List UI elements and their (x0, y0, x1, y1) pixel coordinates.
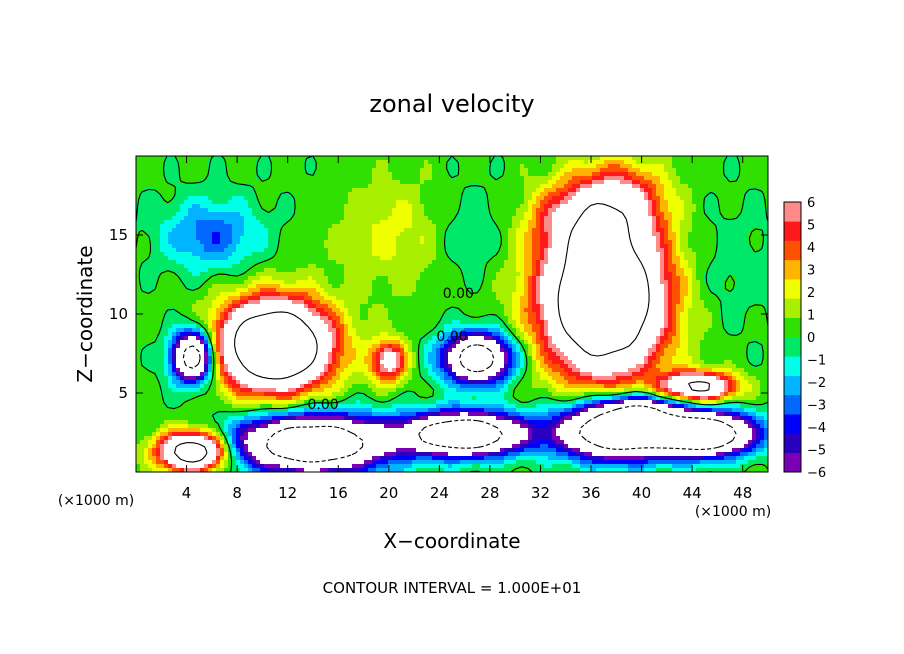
colorbar-swatch (784, 202, 801, 222)
contour-label: 0.00 (436, 329, 467, 345)
colorbar-tick-label: 6 (807, 196, 815, 211)
y-unit-label: (×1000 m) (58, 493, 134, 509)
contour-labels: 0.00 0.00 0.00 (307, 286, 473, 413)
contour-label: 0.00 (443, 286, 474, 302)
colorbar-swatch (784, 259, 801, 280)
colorbar-tick-label: 4 (807, 241, 815, 256)
y-tick-label: 15 (109, 226, 128, 244)
colorbar-swatch (784, 356, 801, 376)
contour-line (182, 344, 737, 463)
heatmap-field (136, 156, 768, 472)
colorbar-tick-label: 3 (807, 264, 815, 279)
contour-line (173, 202, 710, 463)
x-tick-label: 36 (581, 484, 600, 502)
y-axis-ticks: 5 10 15 (109, 226, 768, 402)
chart-title: zonal velocity (369, 90, 534, 118)
colorbar-tick-label: −4 (807, 421, 826, 436)
colorbar-swatch (784, 414, 801, 434)
colorbar-tick-label: −2 (807, 376, 826, 391)
x-unit-label: (×1000 m) (695, 504, 771, 520)
colorbar-tick-label: −5 (807, 444, 826, 459)
colorbar-frame (783, 201, 802, 473)
colorbar-swatch (784, 279, 801, 299)
colorbar-tick-label: −1 (807, 354, 826, 369)
contour-label: 0.00 (307, 397, 338, 413)
colorbar-swatch (784, 298, 801, 319)
x-tick-label: 4 (182, 484, 192, 502)
colorbar-swatch (784, 221, 801, 241)
x-axis-ticks: 4 8 12 16 20 24 28 32 36 40 44 48 (182, 156, 752, 502)
colorbar-tick-label: −6 (807, 466, 826, 481)
y-tick-label: 10 (109, 305, 128, 323)
x-tick-label: 44 (683, 484, 702, 502)
x-tick-label: 28 (480, 484, 499, 502)
x-axis-label: X−coordinate (383, 529, 520, 553)
colorbar-swatch (784, 240, 801, 261)
colorbar-swatch (784, 317, 801, 338)
colorbar-tick-label: 5 (807, 219, 815, 234)
x-tick-label: 8 (232, 484, 242, 502)
x-tick-label: 12 (278, 484, 297, 502)
colorbar: 6 5 4 3 2 1 0 −1 −2 −3 −4 −5 −6 (783, 196, 826, 481)
y-tick-label: 5 (118, 384, 128, 402)
colorbar-swatch (784, 394, 801, 415)
colorbar-tick-label: 1 (807, 309, 815, 324)
x-tick-label: 40 (632, 484, 651, 502)
colorbar-swatch (784, 375, 801, 396)
colorbar-swatch (784, 337, 801, 357)
contour-interval-note: CONTOUR INTERVAL = 1.000E+01 (323, 579, 582, 597)
colorbar-swatch (784, 452, 801, 473)
colorbar-tick-label: 2 (807, 286, 815, 301)
y-axis-label: Z−coordinate (73, 245, 97, 382)
x-tick-label: 16 (329, 484, 348, 502)
x-tick-label: 48 (733, 484, 752, 502)
x-tick-label: 32 (531, 484, 550, 502)
colorbar-tick-label: −3 (807, 399, 826, 414)
colorbar-tick-label: 0 (807, 331, 815, 346)
x-tick-label: 20 (379, 484, 398, 502)
colorbar-swatch (784, 433, 801, 454)
x-tick-label: 24 (430, 484, 449, 502)
